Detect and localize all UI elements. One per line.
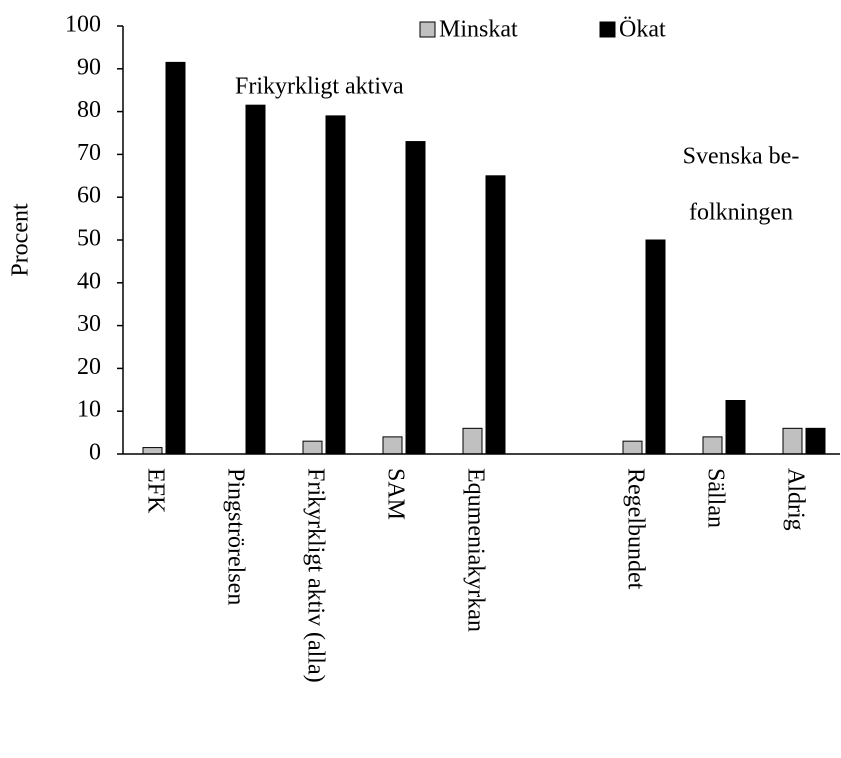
x-tick-label: Frikyrkligt aktiv (alla) bbox=[302, 468, 328, 683]
bar bbox=[382, 436, 403, 455]
bar bbox=[645, 239, 666, 455]
y-tick-label: 70 bbox=[77, 140, 101, 166]
annotation: folkningen bbox=[689, 200, 793, 226]
x-tick-label: Aldrig bbox=[782, 468, 808, 531]
bar bbox=[405, 141, 426, 455]
x-tick-label: SAM bbox=[382, 468, 408, 520]
y-axis-label: Procent bbox=[8, 203, 34, 277]
y-tick-label: 40 bbox=[77, 268, 101, 294]
bar bbox=[165, 61, 186, 455]
legend-swatch bbox=[419, 21, 436, 38]
y-tick-label: 50 bbox=[77, 226, 101, 252]
x-tick-label: Sällan bbox=[702, 468, 728, 528]
y-tick-label: 100 bbox=[65, 12, 101, 38]
y-tick-label: 60 bbox=[77, 183, 101, 209]
x-tick-label: Equmeniakyrkan bbox=[462, 468, 488, 632]
y-tick-label: 30 bbox=[77, 311, 101, 337]
bar bbox=[805, 427, 826, 455]
legend-label: Ökat bbox=[619, 17, 666, 43]
x-tick-label: Pingströrelsen bbox=[222, 468, 248, 605]
y-tick-label: 90 bbox=[77, 54, 101, 80]
annotation: Frikyrkligt aktiva bbox=[235, 74, 404, 100]
y-tick-label: 10 bbox=[77, 397, 101, 423]
x-tick-label: Regelbundet bbox=[622, 468, 648, 590]
bar bbox=[325, 115, 346, 455]
bar bbox=[462, 427, 483, 455]
bar bbox=[622, 440, 643, 455]
bar bbox=[485, 175, 506, 455]
annotation: Svenska be- bbox=[683, 144, 800, 170]
legend-label: Minskat bbox=[439, 17, 518, 43]
bar bbox=[245, 104, 266, 455]
bar bbox=[142, 447, 163, 455]
y-tick-label: 80 bbox=[77, 97, 101, 123]
bar bbox=[302, 440, 323, 455]
y-tick-label: 20 bbox=[77, 354, 101, 380]
x-tick-label: EFK bbox=[142, 468, 168, 514]
legend-swatch bbox=[599, 21, 616, 38]
bar bbox=[725, 400, 746, 455]
bar bbox=[702, 436, 723, 455]
y-tick-label: 0 bbox=[89, 440, 101, 466]
bar bbox=[782, 427, 803, 455]
